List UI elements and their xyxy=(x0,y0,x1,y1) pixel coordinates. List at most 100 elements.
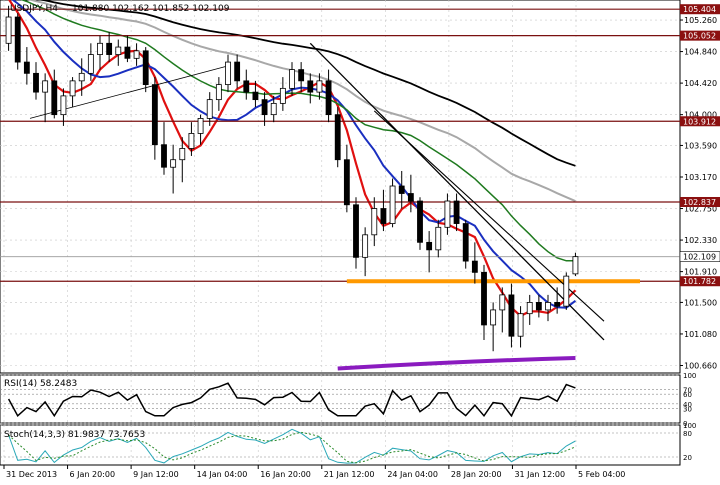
candle-body xyxy=(435,226,442,251)
candle-body xyxy=(170,159,177,168)
candle-body xyxy=(23,61,30,74)
price-level-tag xyxy=(680,276,720,287)
price-tick-label: 105.260 xyxy=(684,16,717,25)
grid xyxy=(0,0,680,465)
candle-body xyxy=(490,309,497,326)
candle-body xyxy=(316,80,323,93)
candle-body xyxy=(343,159,350,206)
candle-body xyxy=(60,95,67,116)
price-tick-label: 100.660 xyxy=(684,361,717,370)
candle-body xyxy=(462,223,469,262)
rsi-scale-label: 70 xyxy=(683,386,692,394)
candle-body xyxy=(225,61,231,86)
candle-body xyxy=(14,16,21,63)
candle-body xyxy=(380,208,387,224)
stoch-k-line xyxy=(8,428,576,464)
candle-body xyxy=(517,313,524,337)
candle-body xyxy=(5,16,12,44)
candle-body xyxy=(78,72,85,82)
price-level-tag-label: 105.404 xyxy=(683,5,716,14)
candle-body xyxy=(106,42,113,55)
price-level-tag-label: 102.837 xyxy=(683,198,716,207)
candle-body xyxy=(33,72,39,93)
candle-body xyxy=(563,275,570,307)
time-tick-label: 9 Jan 12:00 xyxy=(133,470,179,479)
indicators xyxy=(0,374,680,464)
candle-body xyxy=(407,193,414,202)
candle-body xyxy=(307,80,314,93)
candle-body xyxy=(234,61,241,82)
rsi-label: RSI(14) 58.2483 xyxy=(4,379,77,389)
candle-body xyxy=(69,80,76,97)
candle-body xyxy=(215,84,222,101)
candle-body xyxy=(398,185,405,194)
candle-body xyxy=(334,114,341,161)
price-level-tag xyxy=(680,4,720,15)
candle-body xyxy=(389,185,396,224)
candle-body xyxy=(243,80,250,93)
price-level-tag xyxy=(680,196,720,207)
price-tick-label: 104.420 xyxy=(684,79,717,88)
candle-body xyxy=(261,99,268,116)
candle-body xyxy=(535,302,542,311)
candle-body xyxy=(87,54,94,74)
candle-body xyxy=(161,144,167,168)
ohlc-readout: 101.880 102.162 101.852 102.109 xyxy=(72,4,230,14)
candle-body xyxy=(481,271,487,326)
current-price-tag-label: 102.109 xyxy=(683,253,716,262)
time-tick-label: 6 Jan 20:00 xyxy=(70,470,116,479)
price-level-tag-label: 101.782 xyxy=(683,277,716,286)
current-price-tag xyxy=(679,251,720,262)
candle-body xyxy=(572,256,579,275)
price-tick-label: 102.750 xyxy=(684,205,717,214)
rsi-scale-label: 30 xyxy=(683,406,692,414)
price-tick-label: 102.330 xyxy=(684,236,717,245)
candle-body xyxy=(426,241,433,251)
support-curve-purple xyxy=(337,355,576,371)
time-tick-label: 16 Jan 20:00 xyxy=(260,470,311,479)
candle-body xyxy=(179,148,186,161)
candle-body xyxy=(124,46,131,59)
candle-body xyxy=(42,80,49,93)
stoch-d-line xyxy=(8,431,576,464)
stoch-label: Stoch(14,3,3) 81.9837 73.7653 xyxy=(4,430,145,440)
price-tick-label: 103.170 xyxy=(684,173,717,182)
axes: 105.260 104.840 104.420 104.000 103.590 103.1… xyxy=(3,4,720,479)
time-tick-label: 21 Jan 12:00 xyxy=(324,470,375,479)
candle-body xyxy=(289,69,295,89)
candle-body xyxy=(554,302,561,307)
candle-body xyxy=(188,133,195,149)
price-level-tag xyxy=(680,30,720,41)
time-tick-label: 31 Dec 2013 xyxy=(6,470,57,479)
main-pane-border xyxy=(0,0,681,374)
stoch-scale-label: 20 xyxy=(683,454,692,462)
candle-body xyxy=(270,102,277,116)
candle-body xyxy=(97,42,103,55)
price-tick-label: 104.000 xyxy=(684,111,717,120)
symbol-label: USDJPY,H4 xyxy=(10,4,58,14)
candle-body xyxy=(279,87,286,104)
stoch-scale-label: 100 xyxy=(683,422,696,430)
time-tick-label: 24 Jan 04:00 xyxy=(387,470,438,479)
candle-body xyxy=(471,260,478,273)
rsi-line xyxy=(7,382,576,418)
rsi-scale-label: 100 xyxy=(683,372,696,380)
candle-body xyxy=(133,50,140,59)
candle-body xyxy=(444,200,451,228)
candle-body xyxy=(417,200,423,243)
candle-body xyxy=(206,99,213,119)
candle-body xyxy=(508,294,515,337)
price-tick-label: 104.840 xyxy=(684,48,717,57)
candle-body xyxy=(51,80,58,116)
price-level-tag-label: 105.052 xyxy=(683,32,716,41)
time-tick-label: 14 Jan 04:00 xyxy=(197,470,248,479)
candle-body xyxy=(142,50,149,86)
stoch-scale-label: 80 xyxy=(683,430,692,438)
candle-body xyxy=(298,69,305,82)
downtrend-line xyxy=(309,42,605,341)
candle-body xyxy=(371,208,378,236)
price-tick-label: 101.910 xyxy=(684,268,717,277)
candle-body xyxy=(197,118,204,134)
